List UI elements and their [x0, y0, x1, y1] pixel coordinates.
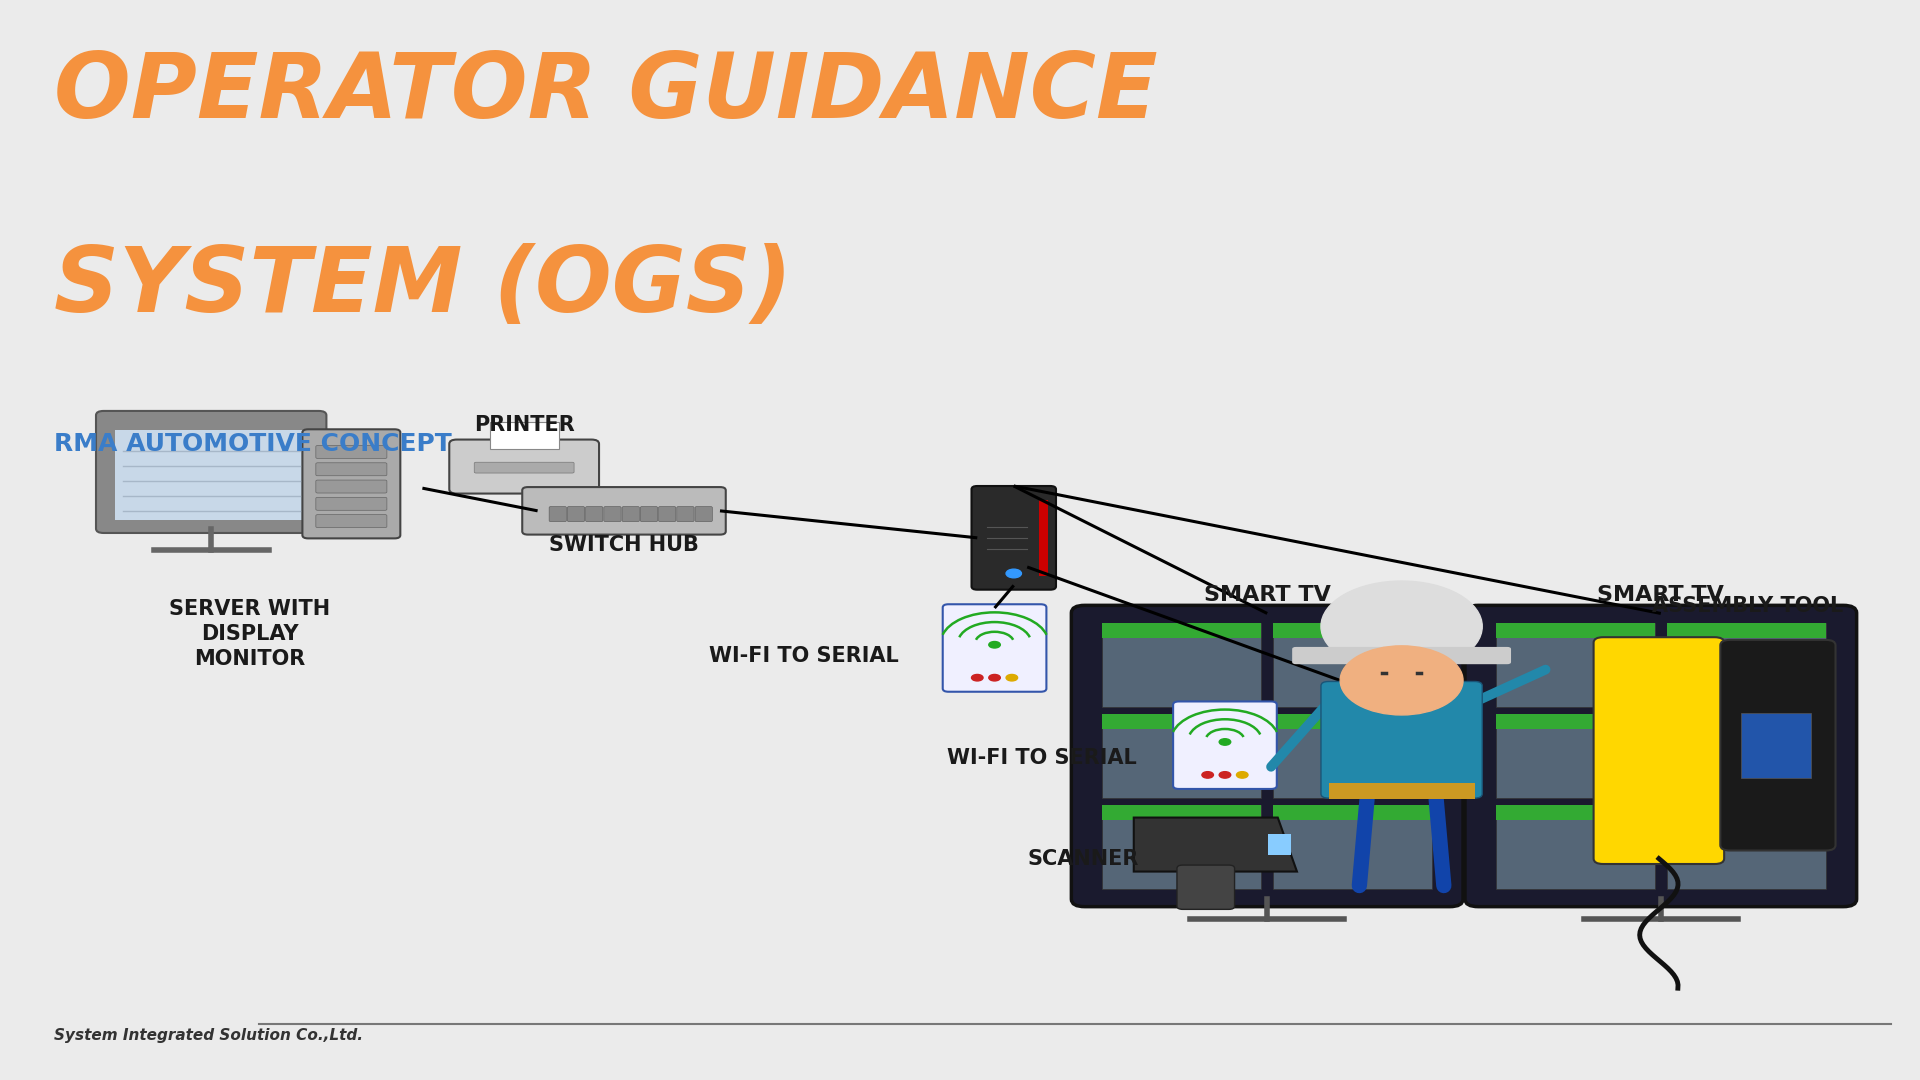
FancyBboxPatch shape: [301, 429, 399, 538]
Circle shape: [1236, 771, 1248, 778]
FancyBboxPatch shape: [115, 430, 307, 519]
Text: System Integrated Solution Co.,Ltd.: System Integrated Solution Co.,Ltd.: [54, 1028, 363, 1043]
FancyBboxPatch shape: [1496, 622, 1655, 638]
Circle shape: [1321, 581, 1482, 672]
Circle shape: [989, 642, 1000, 648]
FancyBboxPatch shape: [1102, 805, 1261, 820]
FancyBboxPatch shape: [1177, 865, 1235, 909]
FancyBboxPatch shape: [622, 507, 639, 522]
FancyBboxPatch shape: [1667, 714, 1826, 729]
FancyBboxPatch shape: [1102, 622, 1261, 638]
FancyBboxPatch shape: [1102, 622, 1261, 707]
FancyBboxPatch shape: [1039, 500, 1048, 576]
FancyBboxPatch shape: [641, 507, 657, 522]
FancyBboxPatch shape: [1667, 805, 1826, 820]
Text: WI-FI TO SERIAL: WI-FI TO SERIAL: [947, 748, 1137, 768]
FancyBboxPatch shape: [522, 487, 726, 535]
FancyBboxPatch shape: [315, 480, 386, 492]
FancyBboxPatch shape: [1273, 714, 1432, 798]
FancyBboxPatch shape: [1273, 805, 1432, 820]
FancyBboxPatch shape: [449, 440, 599, 494]
FancyBboxPatch shape: [1071, 605, 1463, 907]
FancyBboxPatch shape: [1273, 714, 1432, 729]
FancyBboxPatch shape: [1292, 647, 1511, 664]
FancyBboxPatch shape: [1173, 702, 1277, 788]
FancyBboxPatch shape: [315, 462, 386, 475]
FancyBboxPatch shape: [1273, 622, 1432, 638]
FancyBboxPatch shape: [1496, 714, 1655, 798]
FancyBboxPatch shape: [603, 507, 622, 522]
FancyBboxPatch shape: [1667, 622, 1826, 707]
FancyBboxPatch shape: [1594, 637, 1724, 864]
Text: SMART TV: SMART TV: [1204, 584, 1331, 605]
Text: SERVER WITH
DISPLAY
MONITOR: SERVER WITH DISPLAY MONITOR: [169, 599, 330, 669]
Text: ASSEMBLY TOOL: ASSEMBLY TOOL: [1651, 595, 1843, 616]
FancyBboxPatch shape: [315, 497, 386, 510]
FancyBboxPatch shape: [1667, 805, 1826, 890]
FancyBboxPatch shape: [678, 507, 695, 522]
Circle shape: [972, 674, 983, 680]
FancyBboxPatch shape: [549, 507, 566, 522]
FancyBboxPatch shape: [568, 507, 586, 522]
FancyBboxPatch shape: [1496, 622, 1655, 707]
Circle shape: [1219, 771, 1231, 778]
FancyBboxPatch shape: [474, 462, 574, 473]
FancyBboxPatch shape: [315, 514, 386, 527]
FancyBboxPatch shape: [943, 604, 1046, 691]
Text: SCANNER: SCANNER: [1027, 849, 1139, 868]
FancyBboxPatch shape: [315, 445, 386, 458]
FancyBboxPatch shape: [1667, 714, 1826, 798]
FancyBboxPatch shape: [1102, 805, 1261, 890]
Text: SYSTEM (OGS): SYSTEM (OGS): [54, 243, 791, 330]
FancyBboxPatch shape: [96, 410, 326, 532]
Text: SWITCH HUB: SWITCH HUB: [549, 535, 699, 555]
FancyBboxPatch shape: [1496, 805, 1655, 890]
FancyBboxPatch shape: [1321, 681, 1482, 798]
Text: RMA AUTOMOTIVE CONCEPT: RMA AUTOMOTIVE CONCEPT: [54, 432, 451, 456]
Circle shape: [1202, 771, 1213, 778]
FancyBboxPatch shape: [972, 486, 1056, 590]
Circle shape: [1006, 674, 1018, 680]
Circle shape: [1006, 569, 1021, 578]
Text: SMART TV: SMART TV: [1597, 584, 1724, 605]
FancyBboxPatch shape: [586, 507, 603, 522]
FancyBboxPatch shape: [1273, 622, 1432, 707]
FancyBboxPatch shape: [1273, 805, 1432, 890]
Circle shape: [1340, 646, 1463, 715]
Polygon shape: [1133, 818, 1298, 872]
FancyBboxPatch shape: [695, 507, 712, 522]
Text: WI-FI TO SERIAL: WI-FI TO SERIAL: [708, 646, 899, 665]
FancyBboxPatch shape: [659, 507, 676, 522]
FancyBboxPatch shape: [1102, 714, 1261, 729]
FancyBboxPatch shape: [1267, 834, 1290, 855]
FancyBboxPatch shape: [1496, 805, 1655, 820]
FancyBboxPatch shape: [490, 422, 559, 449]
Text: OPERATOR GUIDANCE: OPERATOR GUIDANCE: [54, 49, 1158, 136]
Circle shape: [1219, 739, 1231, 745]
FancyBboxPatch shape: [1329, 783, 1475, 799]
FancyBboxPatch shape: [1741, 713, 1811, 778]
FancyBboxPatch shape: [1720, 639, 1836, 851]
FancyBboxPatch shape: [1667, 622, 1826, 638]
FancyBboxPatch shape: [1496, 714, 1655, 729]
Circle shape: [989, 674, 1000, 680]
Text: PRINTER: PRINTER: [474, 415, 574, 435]
FancyBboxPatch shape: [1102, 714, 1261, 798]
FancyBboxPatch shape: [1465, 605, 1857, 907]
